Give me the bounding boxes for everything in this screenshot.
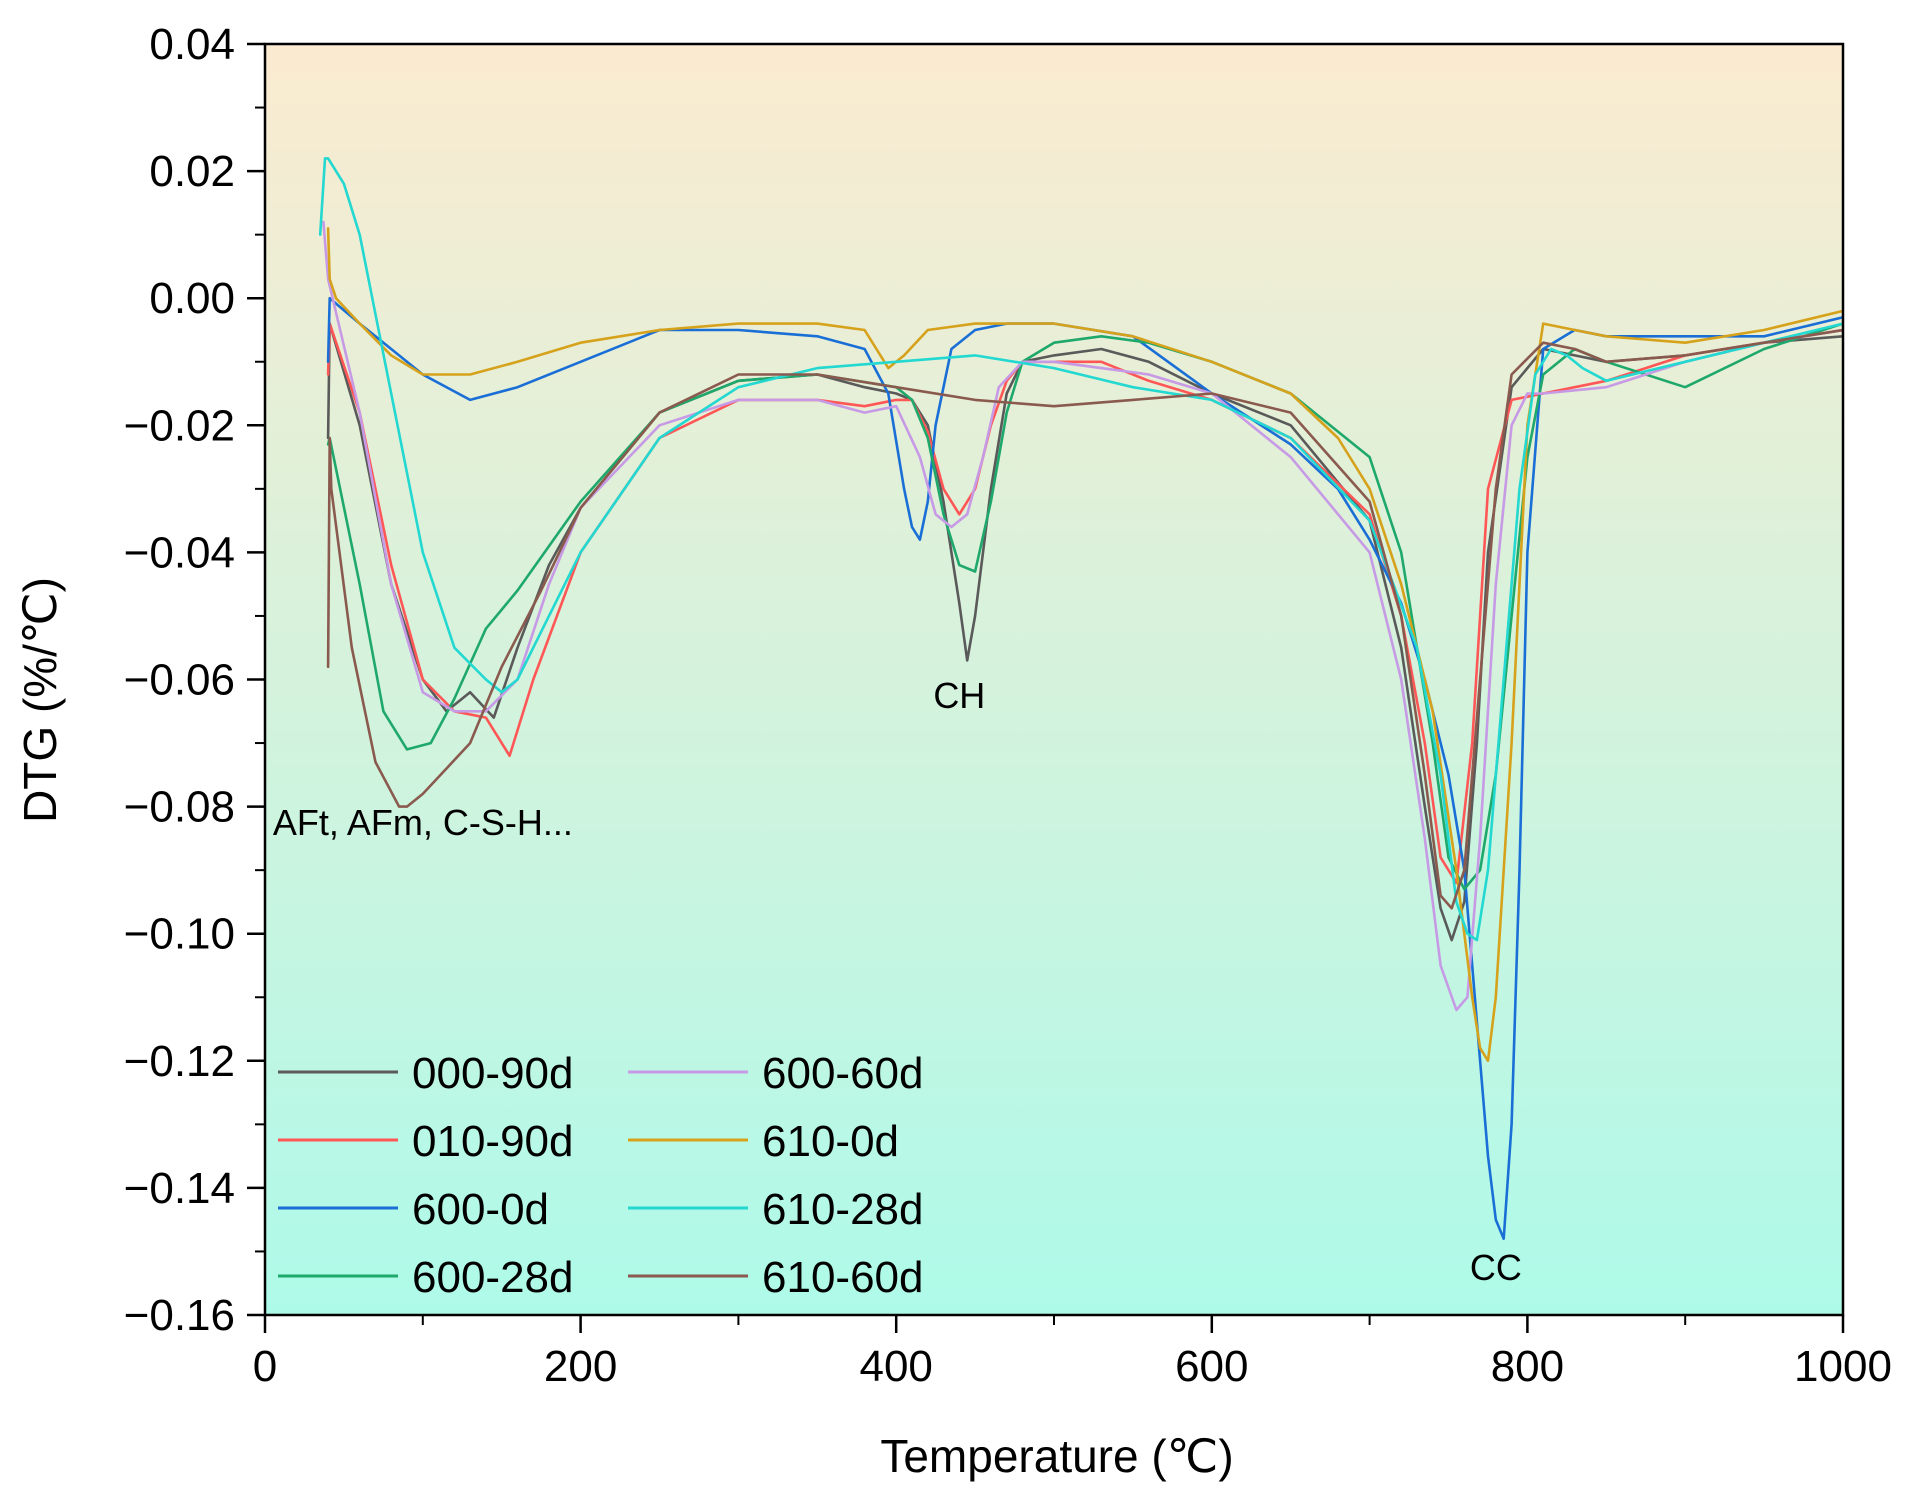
y-tick-label: −0.12 (124, 1037, 235, 1086)
annotation-label: CC (1470, 1247, 1522, 1288)
y-tick-label: −0.16 (124, 1291, 235, 1340)
legend-label: 610-28d (762, 1185, 923, 1234)
annotation-label: CH (933, 675, 985, 716)
annotation-layer: AFt, AFm, C-S-H... CH CC (273, 675, 1522, 1288)
annotation-label: AFt, AFm, C-S-H... (273, 802, 573, 843)
y-tick-label: −0.06 (124, 656, 235, 705)
legend: 000-90d 010-90d 600-0d 600-28d 600-60d 610-0d… (278, 1049, 923, 1302)
y-tick-label: 0.02 (149, 147, 235, 196)
legend-label: 000-90d (412, 1049, 573, 1098)
series-line-610-0d (326, 227, 1843, 1063)
x-tick-label: 800 (1491, 1342, 1564, 1391)
plot-background (265, 44, 1843, 1315)
series-layer (318, 157, 1843, 1240)
axis-layer: 0 200 400 600 800 1000 0.04 0.02 0.00 −0.02 −0.04 −… (124, 20, 1892, 1391)
y-tick-label: 0.04 (149, 20, 235, 69)
legend-label: 600-28d (412, 1253, 573, 1302)
legend-label: 610-0d (762, 1117, 899, 1166)
series-line-610-60d (326, 328, 1843, 910)
x-axis-title: Temperature (℃) (880, 1430, 1233, 1482)
x-tick-label: 0 (253, 1342, 277, 1391)
y-tick-label: 0.00 (149, 274, 235, 323)
y-tick-label: −0.10 (124, 910, 235, 959)
legend-label: 610-60d (762, 1253, 923, 1302)
y-axis-title: DTG (%/℃) (14, 577, 66, 823)
legend-label: 010-90d (412, 1117, 573, 1166)
x-tick-label: 1000 (1794, 1342, 1892, 1391)
series-line-610-28d (318, 157, 1843, 942)
y-tick-label: −0.04 (124, 528, 235, 577)
x-tick-label: 400 (859, 1342, 932, 1391)
x-tick-label: 200 (544, 1342, 617, 1391)
legend-label: 600-0d (412, 1185, 549, 1234)
y-tick-label: −0.14 (124, 1164, 235, 1213)
series-line-600-28d (326, 322, 1843, 891)
legend-label: 600-60d (762, 1049, 923, 1098)
x-tick-label: 600 (1175, 1342, 1248, 1391)
y-tick-label: −0.08 (124, 783, 235, 832)
y-tick-label: −0.02 (124, 401, 235, 450)
